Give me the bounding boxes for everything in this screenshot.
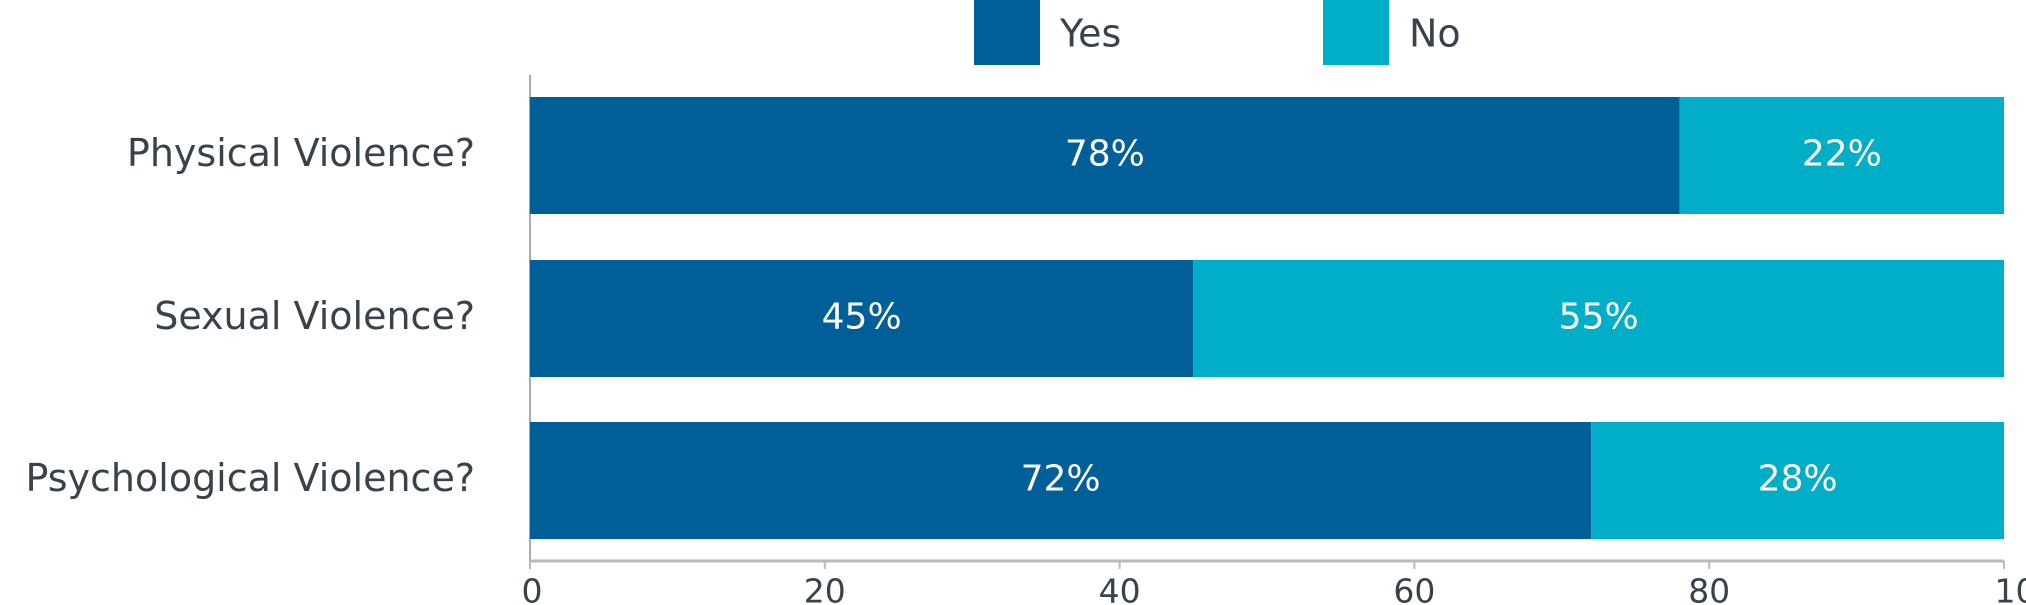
bar-segment: [530, 260, 1194, 377]
x-tick-label: 20: [804, 572, 846, 605]
category-label: Physical Violence?: [127, 131, 475, 175]
value-label: 72%: [1021, 459, 1101, 500]
x-tick-label: 100: [1995, 572, 2026, 605]
category-label: Psychological Violence?: [26, 456, 476, 500]
bar-segment: [1679, 97, 2004, 214]
x-tick-label: 40: [1099, 572, 1141, 605]
x-tick-label: 60: [1393, 572, 1435, 605]
bar-segment: [1193, 260, 2004, 377]
bar-segment: [1591, 422, 2004, 539]
legend-label: No: [1409, 12, 1461, 56]
bar-segment: [530, 97, 1680, 214]
legend-label: Yes: [1059, 12, 1121, 56]
bar-segment: [530, 422, 1592, 539]
value-label: 55%: [1559, 297, 1639, 338]
value-label: 22%: [1802, 134, 1882, 175]
category-label: Sexual Violence?: [154, 294, 475, 338]
x-tick-label: 80: [1688, 572, 1730, 605]
x-tick-label: 0: [522, 572, 543, 605]
legend-swatch: [1323, 0, 1389, 65]
value-label: 78%: [1065, 134, 1145, 175]
legend-swatch: [974, 0, 1040, 65]
value-label: 45%: [822, 297, 902, 338]
value-label: 28%: [1758, 459, 1838, 500]
